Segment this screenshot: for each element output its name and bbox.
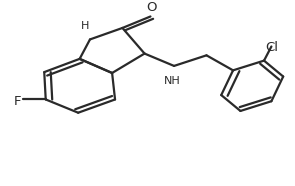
Text: O: O bbox=[147, 1, 157, 14]
Text: Cl: Cl bbox=[266, 41, 278, 54]
Text: NH: NH bbox=[164, 76, 181, 86]
Text: H: H bbox=[81, 22, 90, 31]
Text: F: F bbox=[14, 95, 22, 108]
